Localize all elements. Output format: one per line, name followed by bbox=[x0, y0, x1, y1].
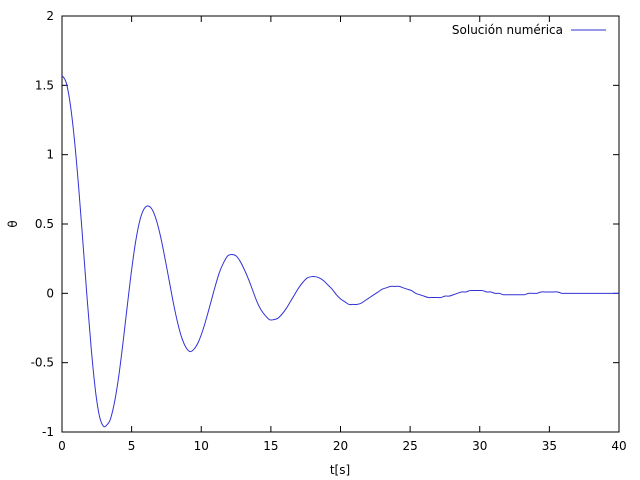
series-line bbox=[61, 75, 619, 428]
x-tick-label: 35 bbox=[542, 439, 557, 453]
legend-label: Solución numérica bbox=[452, 23, 563, 37]
plot-frame bbox=[61, 15, 620, 433]
x-tick-label: 25 bbox=[402, 439, 417, 453]
y-axis-label: θ bbox=[6, 220, 20, 227]
x-tick-label: 40 bbox=[611, 439, 626, 453]
x-tick-label: 30 bbox=[472, 439, 487, 453]
x-tick-label: 0 bbox=[58, 439, 66, 453]
y-tick-label: -0.5 bbox=[31, 356, 54, 370]
axis-ticks bbox=[61, 15, 620, 433]
x-axis-label: t[s] bbox=[330, 463, 350, 477]
y-tick-label: 2 bbox=[46, 9, 54, 23]
series-group bbox=[61, 75, 619, 428]
y-tick-label: 0.5 bbox=[35, 217, 54, 231]
x-tick-label: 15 bbox=[263, 439, 278, 453]
tick-labels: 0 5 10 15 20 25 30 35 40 -1 -0.5 0 0.5 1 1.5 2 bbox=[31, 9, 627, 453]
y-tick-label: 0 bbox=[46, 286, 54, 300]
x-tick-label: 10 bbox=[194, 439, 209, 453]
x-tick-label: 20 bbox=[333, 439, 348, 453]
y-tick-label: 1.5 bbox=[35, 78, 54, 92]
y-tick-label: -1 bbox=[42, 425, 54, 439]
y-tick-label: 1 bbox=[46, 148, 54, 162]
x-tick-label: 5 bbox=[128, 439, 136, 453]
legend: Solución numérica bbox=[452, 23, 606, 37]
